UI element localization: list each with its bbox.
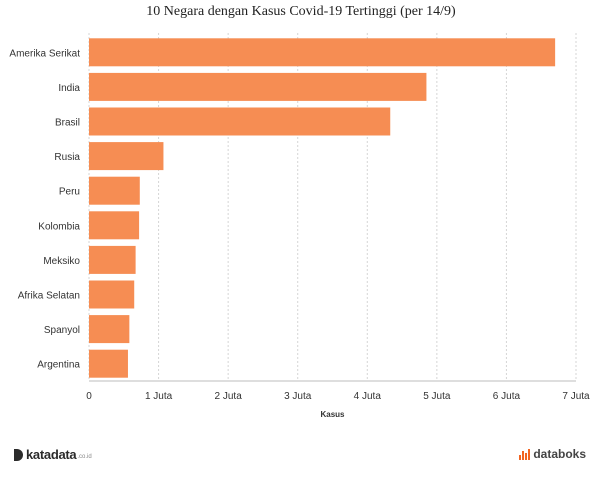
category-label-8: Spanyol (44, 325, 80, 336)
category-label-0: Amerika Serikat (9, 48, 80, 59)
x-tick-label-3: 3 Juta (284, 391, 312, 402)
x-axis-title: Kasus (320, 410, 345, 419)
bar-3 (89, 142, 164, 171)
category-label-4: Peru (59, 187, 80, 198)
databoks-brand: databoks (533, 447, 586, 461)
category-label-9: Argentina (37, 360, 80, 371)
category-label-3: Rusia (54, 152, 80, 163)
bar-9 (89, 349, 128, 378)
bar-8 (89, 315, 130, 344)
category-label-2: Brasil (55, 118, 80, 129)
bar-0 (89, 38, 556, 67)
category-label-1: India (58, 83, 80, 94)
katadata-d-icon (14, 448, 23, 461)
katadata-logo: katadata .co.id (14, 447, 92, 462)
databoks-bars-icon (519, 448, 531, 460)
databoks-logo: databoks (519, 447, 586, 461)
bar-chart: Amerika Serikat India Brasil Rusia Peru Kolom… (9, 33, 590, 419)
katadata-brand: katadata (26, 447, 77, 462)
chart-title: 10 Negara dengan Kasus Covid-19 Tertingg… (146, 4, 456, 19)
category-label-7: Afrika Selatan (18, 291, 80, 302)
bar-4 (89, 176, 140, 205)
x-tick-label-4: 4 Juta (354, 391, 382, 402)
bar-2 (89, 107, 391, 136)
category-label-6: Meksiko (43, 256, 80, 267)
x-tick-label-5: 5 Juta (423, 391, 451, 402)
x-tick-label-0: 0 (86, 391, 92, 402)
bar-5 (89, 211, 140, 240)
x-tick-label-6: 6 Juta (493, 391, 521, 402)
category-label-5: Kolombia (38, 221, 80, 232)
katadata-suffix: .co.id (77, 453, 92, 460)
x-tick-label-2: 2 Juta (215, 391, 243, 402)
bar-6 (89, 245, 136, 274)
x-tick-label-1: 1 Juta (145, 391, 173, 402)
bar-1 (89, 72, 427, 101)
bar-7 (89, 280, 135, 309)
x-tick-label-7: 7 Juta (562, 391, 590, 402)
